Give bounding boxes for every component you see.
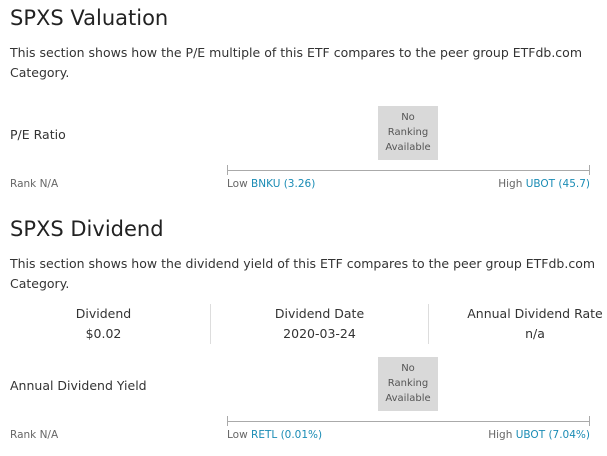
- low-link[interactable]: BNKU (3.26): [251, 178, 316, 190]
- scale-tick: [227, 416, 228, 426]
- low-label: Low: [227, 178, 248, 190]
- ranking-badge: No Ranking Available: [378, 357, 438, 411]
- high-link[interactable]: UBOT (45.7): [525, 178, 590, 190]
- rank-text: Rank N/A: [10, 178, 59, 190]
- section-title: SPXS Valuation: [10, 6, 169, 30]
- scale-line: [227, 170, 590, 171]
- section-description: This section shows how the dividend yiel…: [10, 256, 596, 291]
- high-link[interactable]: UBOT (7.04%): [515, 429, 590, 441]
- stat-label: Annual Dividend Rate: [467, 306, 603, 321]
- stat-value: 2020-03-24: [283, 326, 356, 341]
- stat: Dividend $0.02: [0, 304, 207, 344]
- low-label: Low: [227, 429, 248, 441]
- stat-value: $0.02: [85, 326, 122, 341]
- stat-label: Dividend: [75, 306, 132, 321]
- stat-label: Dividend Date: [274, 306, 365, 321]
- rank-text: Rank N/A: [10, 429, 59, 441]
- stat-value: n/a: [525, 326, 545, 341]
- high-range: High UBOT (7.04%): [488, 429, 590, 441]
- scale-tick: [589, 416, 590, 426]
- badge-line: Available: [385, 142, 431, 153]
- scale-tick: [589, 165, 590, 175]
- high-label: High: [498, 178, 523, 190]
- section-description: This section shows how the P/E multiple …: [10, 45, 583, 80]
- stat: Annual Dividend Rate n/a: [429, 304, 607, 344]
- ranking-badge: No Ranking Available: [378, 106, 438, 160]
- high-range: High UBOT (45.7): [498, 178, 590, 190]
- metric-label: P/E Ratio: [10, 127, 66, 142]
- section-title: SPXS Dividend: [10, 217, 164, 241]
- badge-line: Ranking: [387, 378, 429, 389]
- scale-tick: [227, 165, 228, 175]
- badge-line: No: [401, 112, 415, 123]
- stat: Dividend Date 2020-03-24: [211, 304, 428, 344]
- badge-line: Ranking: [387, 127, 429, 138]
- stat-separator: [210, 304, 211, 344]
- low-range: Low RETL (0.01%): [227, 429, 322, 441]
- high-label: High: [488, 429, 513, 441]
- stat-separator: [428, 304, 429, 344]
- badge-line: Available: [385, 393, 431, 404]
- metric-label: Annual Dividend Yield: [10, 378, 147, 393]
- low-range: Low BNKU (3.26): [227, 178, 315, 190]
- scale-line: [227, 421, 590, 422]
- low-link[interactable]: RETL (0.01%): [251, 429, 323, 441]
- badge-line: No: [401, 363, 415, 374]
